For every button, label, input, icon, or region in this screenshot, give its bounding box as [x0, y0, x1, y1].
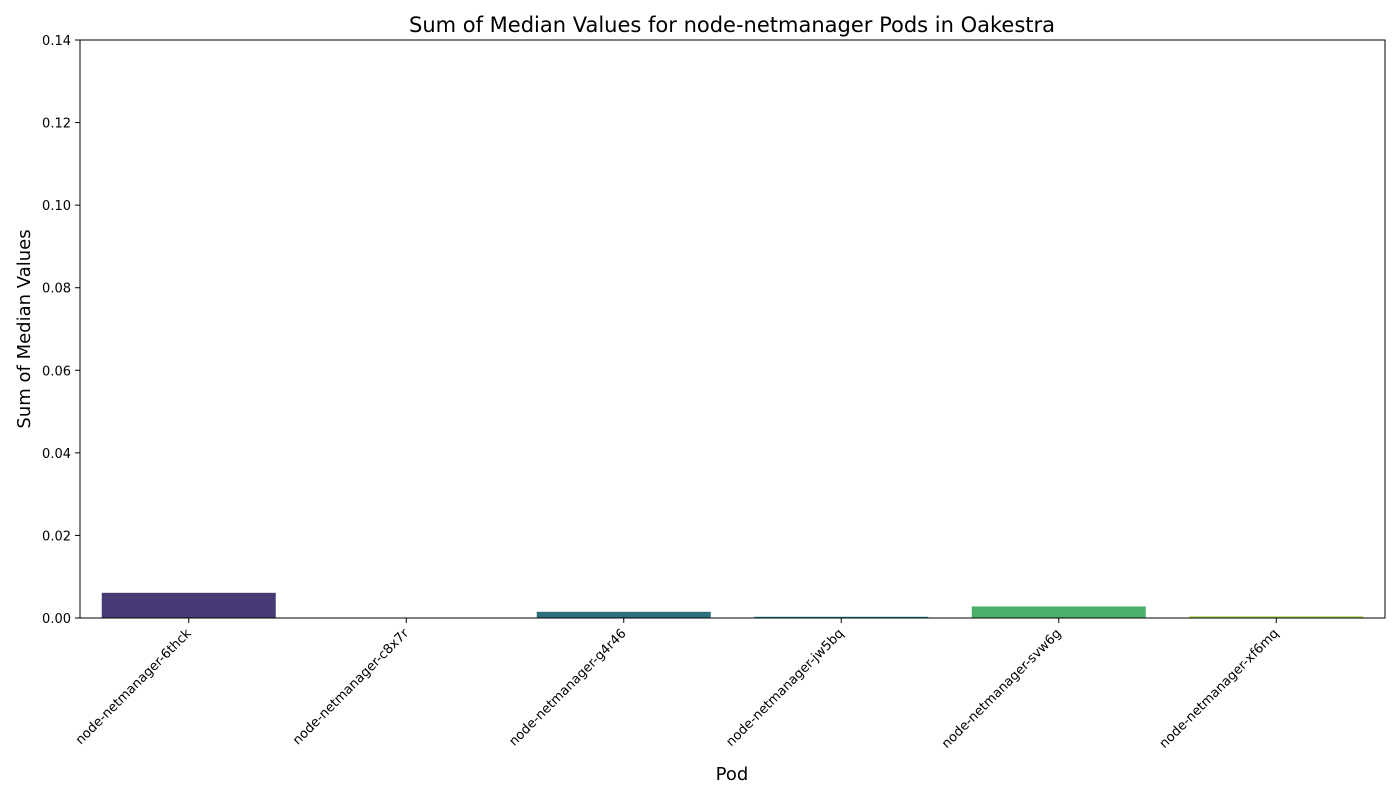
- x-tick-label: node-netmanager-g4r46: [506, 626, 629, 749]
- x-axis-label: Pod: [716, 764, 749, 785]
- y-tick-label: 0.10: [42, 199, 71, 214]
- y-axis: 0.00 0.02 0.04 0.06 0.08 0.10 0.12 0.14: [42, 34, 80, 627]
- bar-node-netmanager-6thck: [101, 592, 276, 618]
- x-tick-label: node-netmanager-xf6mq: [1157, 626, 1282, 751]
- x-tick-label: node-netmanager-6thck: [73, 626, 195, 748]
- chart-title: Sum of Median Values for node-netmanager…: [409, 13, 1055, 37]
- x-tick-label: node-netmanager-jw5bq: [723, 626, 847, 750]
- y-axis-label: Sum of Median Values: [14, 229, 35, 428]
- y-tick-label: 0.06: [42, 364, 71, 379]
- y-tick-label: 0.00: [42, 612, 71, 627]
- y-tick-label: 0.08: [42, 282, 71, 297]
- y-tick-label: 0.02: [42, 529, 71, 544]
- bars-group: [101, 592, 1364, 618]
- x-axis: node-netmanager-6thck node-netmanager-c8x…: [73, 618, 1282, 752]
- bar-node-netmanager-jw5bq: [754, 616, 929, 618]
- bar-node-netmanager-g4r46: [536, 611, 711, 618]
- y-tick-label: 0.14: [42, 34, 71, 49]
- plot-frame: [79, 39, 1386, 619]
- y-tick-label: 0.04: [42, 447, 71, 462]
- x-tick-label: node-netmanager-svw6g: [939, 626, 1064, 751]
- bar-node-netmanager-xf6mq: [1189, 616, 1364, 618]
- x-tick-label: node-netmanager-c8x7r: [290, 626, 412, 748]
- y-tick-label: 0.12: [42, 117, 71, 132]
- bar-node-netmanager-svw6g: [971, 606, 1146, 618]
